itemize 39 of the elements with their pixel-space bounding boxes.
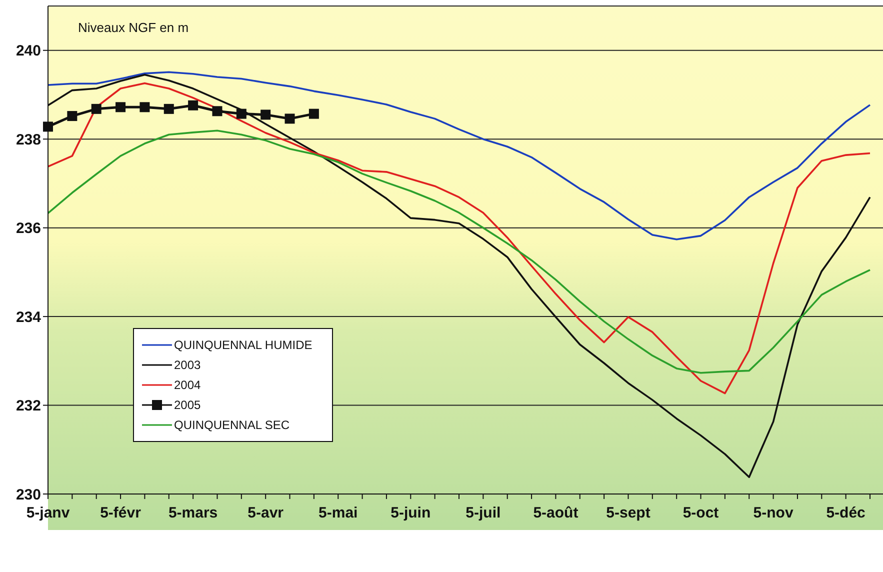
point — [188, 100, 198, 110]
x-tick-label: 5-août — [533, 504, 578, 522]
legend-label: 2005 — [174, 398, 201, 412]
x-tick-label: 5-juil — [466, 504, 501, 522]
point — [308, 108, 319, 119]
point — [260, 110, 271, 120]
x-tick-label: 5-mai — [318, 504, 358, 522]
legend-label: QUINQUENNAL HUMIDE — [174, 338, 312, 352]
y-tick-label: 238 — [16, 131, 41, 148]
line-series — [47, 82, 871, 394]
x-tick-label: 5-sept — [606, 504, 650, 522]
x-tick-label: 5-févr — [100, 504, 142, 522]
point — [164, 104, 174, 114]
legend-label: QUINQUENNAL SEC — [174, 418, 290, 432]
y-tick-label: 236 — [16, 220, 41, 238]
x-tick-label: 5-déc — [826, 504, 866, 522]
x-tick-label: 5-nov — [753, 504, 794, 522]
legend-label: 2004 — [174, 378, 201, 392]
y-tick-label: 232 — [16, 398, 41, 415]
point — [140, 102, 150, 112]
y-tick-label: 234 — [16, 308, 42, 326]
x-tick-label: 5-oct — [682, 504, 719, 522]
line-series — [47, 71, 871, 240]
point — [212, 106, 222, 116]
x-tick-label: 5-janv — [26, 504, 70, 522]
x-tick-label: 5-juin — [390, 504, 431, 522]
y-tick-label: 230 — [16, 486, 41, 504]
point — [91, 104, 102, 114]
point — [236, 108, 246, 119]
x-tick-label: 5-mars — [168, 504, 218, 522]
x-tick-label: 5-avr — [248, 504, 284, 522]
legend-label: 2003 — [174, 358, 201, 372]
point — [43, 122, 53, 132]
y-tick-label: 240 — [16, 42, 41, 60]
line-series — [47, 130, 871, 374]
point — [116, 102, 126, 112]
point — [284, 114, 295, 124]
y-axis-title: Niveaux NGF en m — [78, 20, 189, 35]
point — [67, 111, 78, 122]
